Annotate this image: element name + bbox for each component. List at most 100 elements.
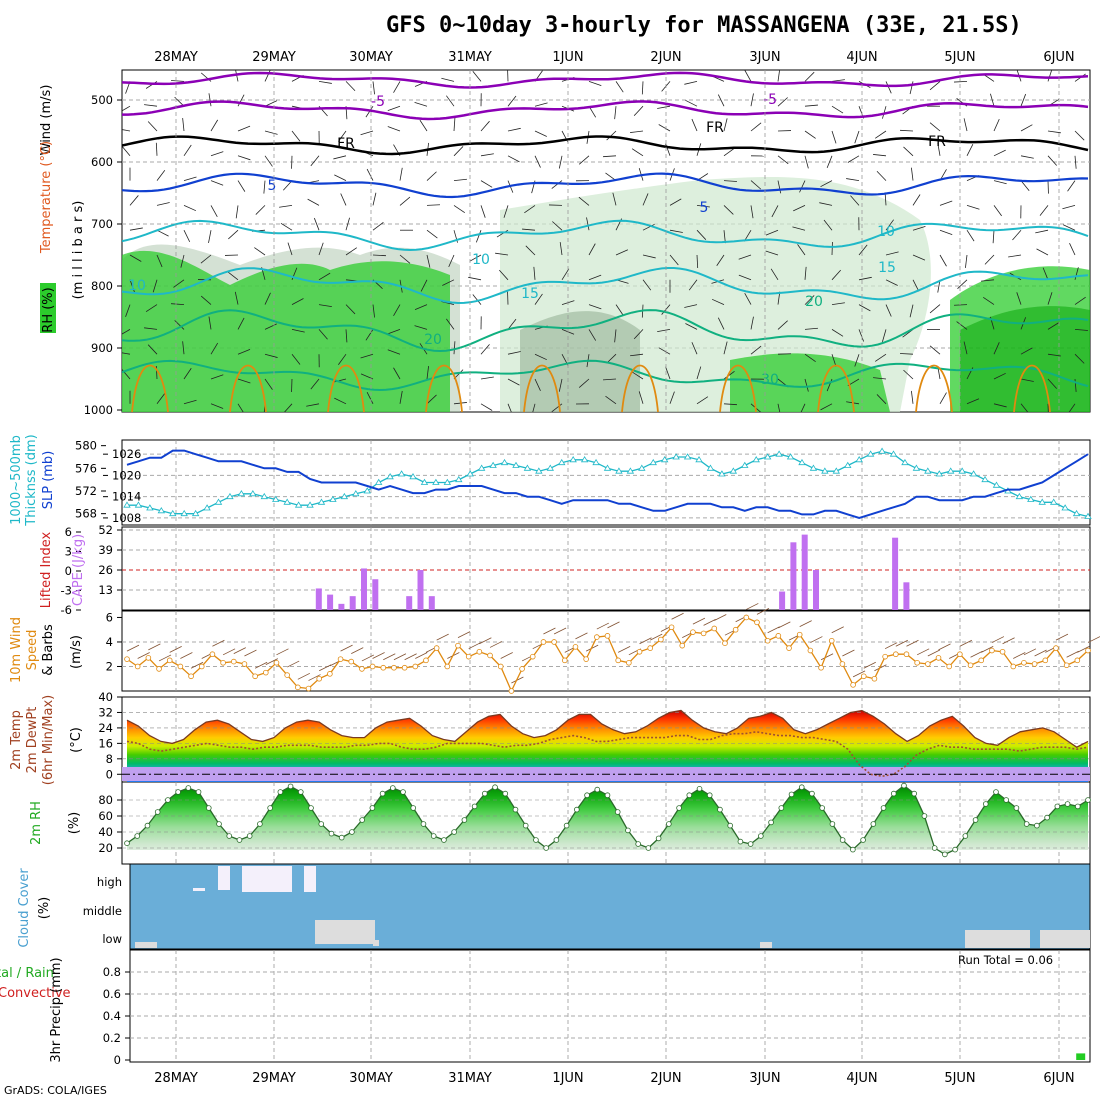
wind-barb [237, 94, 245, 107]
temp-fill [127, 710, 1088, 782]
wind-speed-line-point [529, 653, 536, 660]
contour-label: 15 [521, 286, 539, 302]
contour-orange [719, 364, 757, 412]
rh-shade-dark [960, 306, 1090, 412]
wind-barb [588, 274, 602, 281]
thickness-line-point [226, 492, 234, 500]
wind-speed-line-point [946, 663, 952, 670]
rh-line-point [982, 801, 989, 807]
wind-speed-line-point [967, 662, 974, 669]
wind-barb [399, 196, 411, 206]
rh-line-point [175, 789, 181, 795]
thickness-line-point [729, 467, 738, 474]
wind-barb [426, 171, 437, 181]
contour-orange [817, 364, 855, 412]
cape-bar [349, 596, 356, 610]
rh-line-point [901, 782, 907, 789]
cape-bar [801, 534, 808, 610]
thickness-line-point [237, 490, 246, 497]
wind-speed-line-point [476, 648, 483, 655]
wind-barb [472, 294, 482, 305]
wind-barb [507, 318, 517, 330]
thickness-line-point [924, 467, 932, 474]
cloud-block [218, 866, 230, 890]
wind-barb [399, 254, 411, 264]
thickness-line-point [626, 467, 635, 474]
wind-speed-line-point [369, 663, 376, 670]
label-rh2m: 2m RH [29, 801, 44, 845]
wind-speed-line-point [572, 644, 579, 650]
wind-speed-line-point [626, 660, 632, 666]
wind-barb [984, 254, 995, 265]
wind-barb [532, 403, 536, 412]
wind-barb [1074, 296, 1086, 305]
wind-barb-10m [308, 674, 321, 681]
rh-line-point [604, 792, 611, 798]
lifted-tick-label: -6 [61, 603, 72, 617]
rh-shade-green [122, 250, 450, 412]
wind-barb-10m [852, 670, 866, 678]
rh-line-point [1064, 801, 1071, 807]
rh-line-point [676, 805, 682, 811]
wind-speed-line-point [156, 666, 162, 672]
wind-barb [873, 154, 887, 157]
cloud-level-label: low [102, 932, 122, 946]
wind-barb [210, 180, 224, 186]
contour-orange [523, 364, 561, 412]
wind-barb-10m [169, 645, 182, 653]
contour-cyan [122, 267, 1089, 305]
wind-speed-line-point [775, 633, 782, 639]
wind-barb-10m [1066, 650, 1079, 658]
wind-barb [696, 396, 709, 405]
lifted-tick-label: 3 [65, 545, 72, 559]
rh-line-point [563, 822, 570, 829]
rh-line-point [1003, 797, 1010, 803]
pressure-tick-label: 900 [91, 341, 113, 355]
cloud-block [965, 930, 1030, 948]
wind-barb [885, 219, 894, 231]
wind-barb [533, 266, 536, 280]
date-label-bottom: 2JUN [650, 1071, 681, 1086]
rh-line-point [277, 789, 284, 795]
wind-barb [804, 71, 815, 82]
rh-line-point [717, 806, 723, 813]
wind-speed-line-point [433, 645, 440, 651]
thickness-line-point [683, 453, 692, 460]
wind-barb [372, 222, 384, 231]
wind-barb [183, 144, 192, 157]
contour-teal [122, 309, 1089, 353]
wind-barb-10m [810, 636, 823, 643]
wind-barb [122, 368, 131, 380]
wind-barb [777, 403, 781, 412]
thickness-line-point [500, 458, 509, 466]
rh-line-point [880, 805, 887, 811]
wind-barb [631, 148, 644, 157]
precip-tick-label: 0 [114, 1053, 121, 1067]
wind-barb [929, 122, 941, 132]
wind-barb-10m [981, 645, 994, 653]
rh-line-point [553, 837, 560, 843]
wind-barb [561, 268, 570, 281]
wind-barb-10m [372, 652, 385, 659]
rh-line-point [543, 845, 549, 851]
label-cape: CAPE (J/kg) [71, 534, 86, 606]
label-temp2m: 2m Temp [9, 710, 24, 770]
wind-speed-line-point [401, 664, 408, 671]
thickness-line-point [535, 467, 543, 474]
thickness-line-point [558, 458, 566, 466]
wind-speed-line-point [487, 652, 493, 659]
wind-speed-line-point [860, 673, 867, 680]
thickness-line-point [1038, 498, 1046, 505]
rh-line-point [257, 821, 263, 827]
wind-barb [182, 341, 185, 355]
wind-barb [990, 93, 995, 107]
wind-barb [665, 366, 671, 380]
thickness-line-point [901, 458, 909, 466]
wind-barb [831, 79, 845, 82]
wind-barb [1047, 155, 1057, 166]
contour-label: 10 [472, 252, 490, 268]
wind-barb [426, 229, 438, 239]
contour-label: 5 [700, 200, 709, 216]
wind-barb [937, 142, 941, 156]
wind-barb [208, 93, 212, 107]
